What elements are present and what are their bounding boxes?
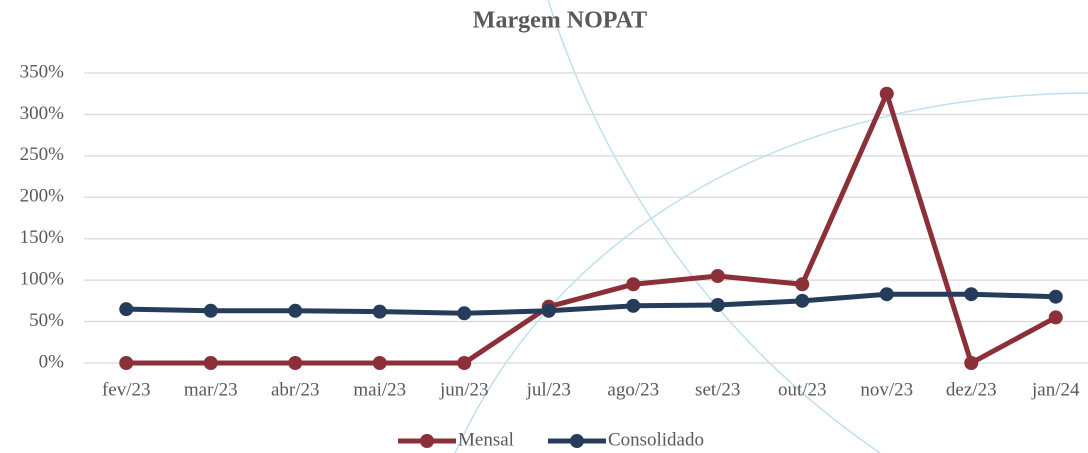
data-point — [119, 302, 134, 317]
x-tick-label: dez/23 — [946, 379, 997, 400]
data-point — [119, 356, 134, 370]
y-tick-label: 200% — [20, 186, 65, 207]
legend-label: Mensal — [458, 429, 514, 450]
decorative-arc — [454, 92, 1088, 453]
data-point — [372, 356, 387, 370]
y-tick-label: 0% — [39, 351, 65, 372]
x-tick-label: abr/23 — [271, 379, 320, 400]
x-tick-label: ago/23 — [607, 379, 659, 400]
y-tick-label: 50% — [29, 310, 64, 331]
data-point — [1048, 310, 1063, 325]
data-point — [795, 293, 810, 308]
data-point — [372, 304, 387, 319]
legend-label: Consolidado — [608, 429, 704, 450]
data-point — [288, 356, 303, 370]
data-point — [964, 356, 979, 370]
x-tick-label: nov/23 — [860, 379, 913, 400]
data-point — [203, 303, 218, 318]
series-line — [126, 291, 1056, 316]
x-tick-label: jan/24 — [1031, 379, 1080, 400]
data-point — [879, 86, 894, 101]
data-point — [288, 303, 303, 318]
x-tick-label: out/23 — [778, 379, 827, 400]
data-point — [795, 277, 810, 292]
legend-marker — [420, 434, 434, 448]
chart-title: Margem NOPAT — [473, 8, 647, 34]
data-point — [457, 306, 472, 321]
series-line — [126, 91, 1057, 366]
x-tick-label: mar/23 — [184, 379, 238, 400]
y-tick-label: 250% — [20, 144, 65, 165]
y-tick-label: 300% — [20, 103, 65, 124]
x-tick-label: jul/23 — [526, 379, 571, 400]
decorative-arc — [547, 0, 881, 453]
legend-marker — [569, 434, 584, 448]
data-point — [541, 303, 556, 318]
data-point — [710, 298, 725, 312]
x-tick-label: mai/23 — [353, 379, 406, 400]
data-point — [879, 287, 894, 302]
data-point — [203, 356, 218, 370]
y-tick-label: 150% — [20, 227, 65, 248]
data-point — [626, 277, 641, 292]
y-tick-label: 100% — [20, 269, 65, 290]
x-tick-label: jun/23 — [439, 379, 489, 400]
data-point — [457, 356, 472, 370]
x-tick-label: fev/23 — [102, 379, 151, 400]
x-tick-label: set/23 — [695, 379, 740, 400]
y-tick-label: 350% — [20, 61, 65, 82]
data-point — [964, 287, 979, 302]
data-point — [626, 298, 641, 313]
data-point — [1048, 289, 1063, 304]
data-point — [710, 269, 725, 283]
